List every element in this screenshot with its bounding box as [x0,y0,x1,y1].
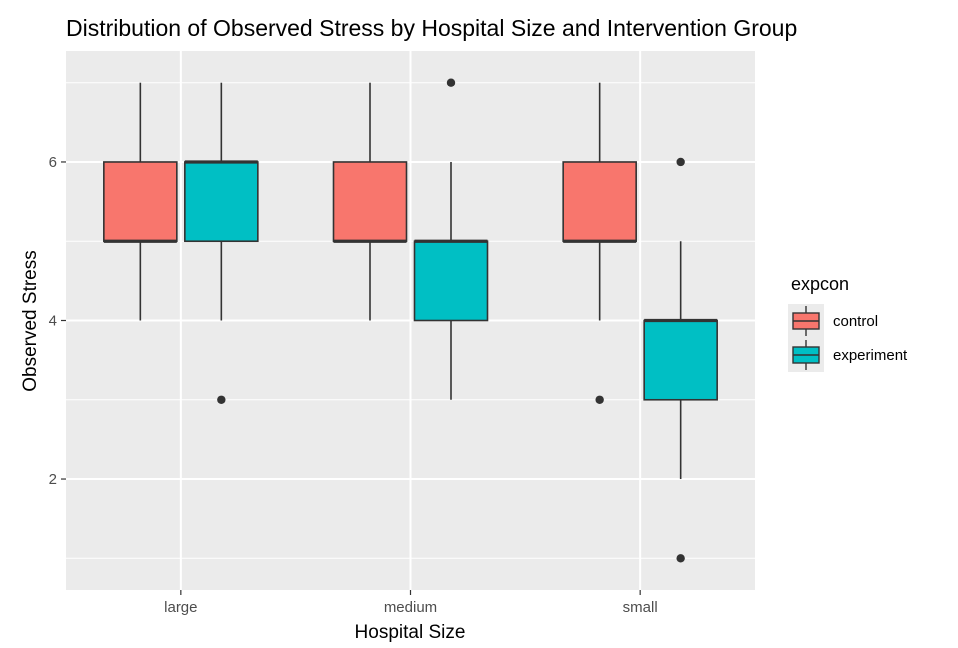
box-experiment-large [184,82,259,404]
y-tick-label: 4 [49,313,57,330]
box-experiment-medium [413,78,489,400]
box-body [103,161,178,243]
legend-keys: control experiment [788,304,908,372]
outlier-point [676,157,685,167]
box-control-large [103,82,178,321]
grid-lines [66,51,755,590]
outlier-point [446,78,456,87]
box-body [562,161,637,243]
box-marks [103,78,718,563]
box-body [332,161,408,243]
outlier-point [595,395,604,404]
box-body [184,161,259,243]
legend: expcon control experiment [788,274,908,372]
box-control-small [562,82,637,404]
x-tick-label: small [623,599,658,616]
legend-label: experiment [833,347,908,364]
y-tick-label: 2 [49,471,57,488]
outlier-point [217,395,226,404]
legend-title: expcon [791,274,849,294]
y-tick-label: 6 [49,154,57,171]
legend-entry-control: control [788,304,878,338]
x-tick-label: medium [384,599,437,616]
x-tick-label: large [164,599,197,616]
legend-label: control [833,313,878,330]
legend-entry-experiment: experiment [788,338,908,372]
outlier-point [676,554,685,563]
box-body [413,240,489,322]
box-body [643,319,718,401]
y-axis-title: Observed Stress [20,250,41,392]
box-experiment-small [643,157,718,563]
x-axis-title: Hospital Size [355,622,466,643]
box-control-medium [332,82,408,321]
axes: 2 4 6 large medium small [49,154,658,616]
chart-title: Distribution of Observed Stress by Hospi… [66,15,797,41]
